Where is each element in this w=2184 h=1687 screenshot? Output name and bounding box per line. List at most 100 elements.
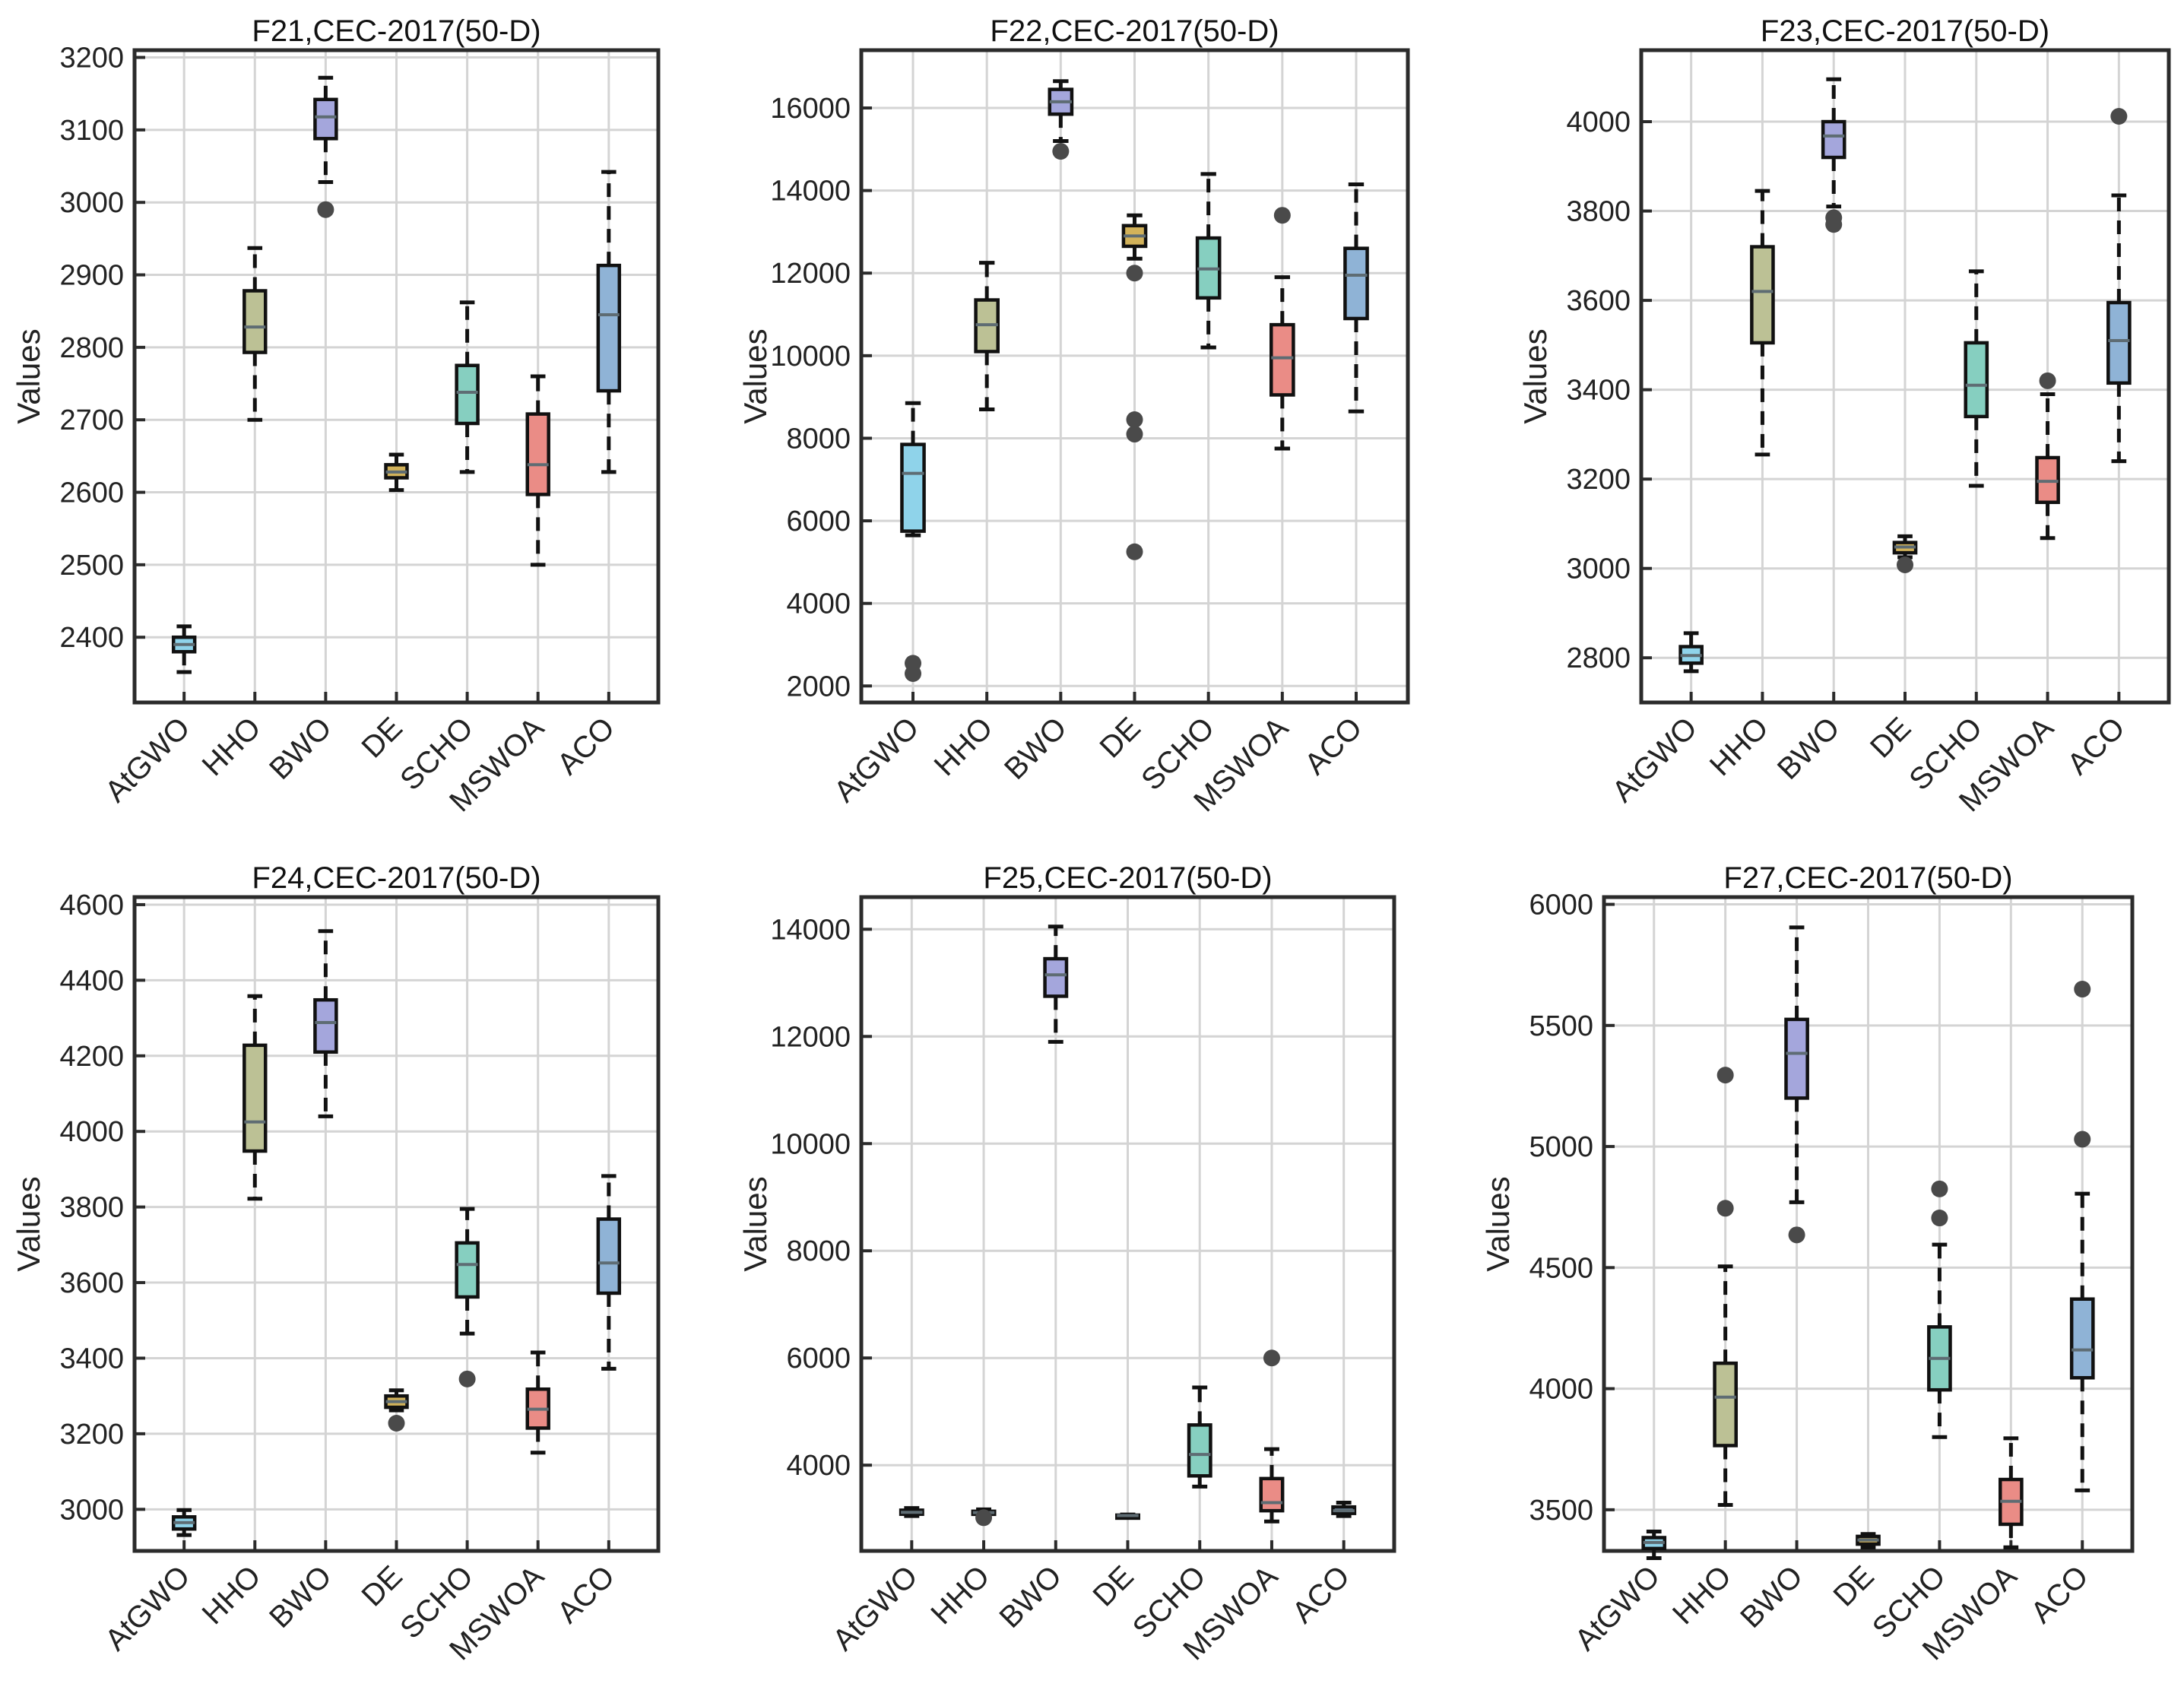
box-de (1856, 1532, 1881, 1549)
box-hho (1750, 189, 1775, 457)
iqr-box (313, 97, 338, 141)
x-tick-label: DE (355, 711, 408, 764)
x-tick-label: DE (1827, 1559, 1880, 1612)
x-tick-label: HHO (924, 1559, 996, 1631)
y-tick-label: 6000 (786, 506, 851, 537)
box-bwo (313, 929, 338, 1118)
panel-title: F24,CEC-2017(50-D) (252, 861, 540, 895)
panel-4: 3000 3200 3400 3600 3800 4000 4200 4400 4600 AtGW… (11, 861, 661, 1666)
panel-title: F23,CEC-2017(50-D) (1761, 14, 2049, 48)
y-tick-label: 12000 (770, 1021, 851, 1053)
box-bwo (313, 75, 338, 218)
box-scho (1195, 172, 1222, 350)
box-aco (1343, 182, 1369, 414)
y-tick-label: 2800 (59, 332, 124, 364)
x-tick-label: AtGWO (1569, 1559, 1667, 1657)
box-atgwo (171, 624, 197, 674)
y-tick-label: 4000 (1566, 106, 1631, 138)
box-mswoa (525, 1350, 550, 1455)
box-aco (2106, 107, 2132, 464)
outlier-point (1052, 143, 1070, 160)
outlier-point (1126, 411, 1143, 429)
outlier-point (1126, 426, 1143, 443)
panel-title: F21,CEC-2017(50-D) (252, 14, 540, 48)
iqr-box (1784, 1017, 1809, 1100)
outlier-point (1931, 1180, 1948, 1197)
x-tick-label: BWO (1771, 711, 1846, 786)
y-tick-label: 4000 (59, 1116, 124, 1148)
panel-2: 2000 4000 6000 8000 10000 12000 14000 16000 AtGW… (737, 14, 1410, 818)
iqr-box (1187, 1423, 1212, 1478)
x-tick-label: HHO (1666, 1559, 1738, 1631)
y-tick-label: 4600 (59, 889, 124, 921)
box-mswoa (1259, 1349, 1285, 1524)
y-tick-label: 5000 (1529, 1131, 1593, 1163)
y-tick-label: 4000 (786, 1450, 851, 1482)
box-scho (1187, 1385, 1212, 1489)
outlier-point (1273, 207, 1291, 224)
x-tick-label: ACO (1298, 711, 1368, 781)
y-tick-label: 5500 (1529, 1010, 1593, 1042)
box-mswoa (2035, 372, 2060, 541)
iqr-box (455, 363, 480, 426)
outlier-point (1931, 1210, 1948, 1227)
outlier-point (1126, 543, 1143, 560)
outlier-point (1716, 1067, 1734, 1084)
box-bwo (1821, 77, 1846, 233)
box-de (384, 1388, 409, 1432)
x-tick-label: ACO (1286, 1559, 1356, 1629)
y-tick-label: 3400 (1566, 375, 1631, 407)
outlier-point (2039, 372, 2056, 389)
y-axis-title: Values (11, 1176, 46, 1271)
y-tick-label: 3800 (1566, 196, 1631, 228)
box-atgwo (1678, 631, 1704, 674)
y-tick-label: 3000 (59, 1494, 124, 1526)
outlier-point (1126, 265, 1143, 282)
outlier-point (1897, 556, 1913, 573)
outlier-point (1716, 1200, 1734, 1217)
x-tick-label: ACO (2024, 1559, 2094, 1629)
y-tick-label: 2000 (786, 671, 851, 702)
y-axis-title: Values (1517, 328, 1553, 423)
iqr-box (1821, 119, 1846, 160)
y-tick-label: 3100 (59, 115, 124, 147)
y-tick-label: 3000 (1566, 553, 1631, 585)
outlier-point (388, 1414, 405, 1432)
outlier-point (458, 1370, 476, 1387)
iqr-box (1964, 341, 1989, 419)
x-tick-label: ACO (2061, 711, 2131, 781)
y-tick-label: 3200 (59, 1419, 124, 1451)
y-axis-title: Values (737, 328, 773, 423)
box-de (1121, 213, 1148, 560)
box-aco (1331, 1501, 1357, 1518)
x-tick-label: ACO (551, 711, 621, 781)
y-tick-label: 8000 (786, 423, 851, 455)
y-tick-label: 10000 (770, 341, 851, 373)
x-tick-label: AtGWO (828, 711, 926, 809)
x-tick-label: DE (1093, 711, 1146, 764)
box-hho (974, 261, 1000, 411)
box-hho (242, 246, 268, 422)
x-tick-label: BWO (993, 1559, 1068, 1635)
y-tick-label: 3800 (59, 1192, 124, 1224)
y-tick-label: 16000 (770, 93, 851, 125)
box-de (1892, 534, 1918, 573)
y-axis-title: Values (11, 328, 46, 423)
iqr-box (242, 1043, 268, 1153)
y-tick-label: 4200 (59, 1041, 124, 1073)
x-tick-label: HHO (196, 1559, 268, 1631)
y-tick-label: 4000 (786, 588, 851, 620)
panel-1: 2400 2500 2600 2700 2800 2900 3000 3100 3200 AtGW… (11, 14, 661, 818)
box-bwo (1043, 924, 1069, 1044)
y-tick-label: 4500 (1529, 1252, 1593, 1284)
outlier-point (1263, 1349, 1280, 1367)
x-tick-label: AtGWO (826, 1559, 924, 1657)
panel-title: F27,CEC-2017(50-D) (1723, 861, 2012, 895)
box-bwo (1784, 925, 1809, 1244)
x-tick-label: DE (1086, 1559, 1140, 1612)
iqr-box (455, 1241, 480, 1299)
panel-title: F25,CEC-2017(50-D) (983, 861, 1272, 895)
box-hho (971, 1507, 997, 1527)
